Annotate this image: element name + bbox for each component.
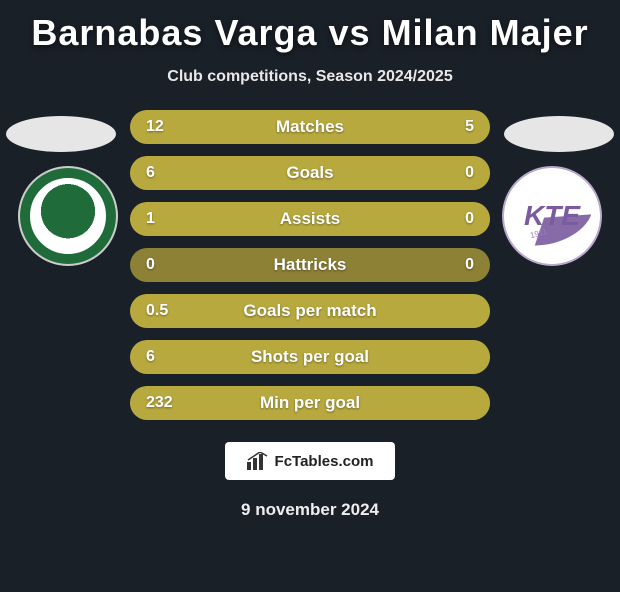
- stat-value-left: 6: [146, 348, 155, 366]
- stat-label: Matches: [130, 117, 490, 137]
- stat-row: Min per goal232: [130, 386, 490, 420]
- footer-brand: FcTables.com: [225, 442, 395, 480]
- stat-value-right: 0: [465, 210, 474, 228]
- stat-value-left: 232: [146, 394, 173, 412]
- footer-brand-text: FcTables.com: [275, 453, 374, 470]
- stat-row: Matches12 5: [130, 110, 490, 144]
- stat-label: Goals: [130, 163, 490, 183]
- stat-value-left: 6: [146, 164, 155, 182]
- stat-value-left: 12: [146, 118, 164, 136]
- page-title: Barnabas Varga vs Milan Majer: [0, 12, 620, 54]
- stat-value-right: 0: [465, 256, 474, 274]
- stat-label: Shots per goal: [130, 347, 490, 367]
- player-silhouette-right: [504, 116, 614, 152]
- stat-value-right: 5: [465, 118, 474, 136]
- stat-row: Shots per goal6: [130, 340, 490, 374]
- stat-value-right: 0: [465, 164, 474, 182]
- date-text: 9 november 2024: [0, 500, 620, 520]
- comparison-panel: BPEST.IX.K 1899 KTE 1911 Matches12 5 Goals…: [0, 110, 620, 420]
- stat-row: Goals6 0: [130, 156, 490, 190]
- stat-row: Assists1 0: [130, 202, 490, 236]
- stat-row: Hattricks0 0: [130, 248, 490, 282]
- stat-value-left: 0.5: [146, 302, 168, 320]
- stat-label: Assists: [130, 209, 490, 229]
- chart-icon: [247, 452, 269, 470]
- club-badge-right-icon: KTE 1911: [502, 166, 602, 266]
- stat-label: Min per goal: [130, 393, 490, 413]
- badge-left-year: 1899: [46, 218, 90, 227]
- stat-label: Goals per match: [130, 301, 490, 321]
- player-silhouette-left: [6, 116, 116, 152]
- stat-bars: Matches125Goals60Assists10Hattricks00Goa…: [130, 110, 490, 420]
- club-badge-left-icon: BPEST.IX.K 1899: [18, 166, 118, 266]
- stat-row: Goals per match0.5: [130, 294, 490, 328]
- stat-value-left: 0: [146, 256, 155, 274]
- stat-value-left: 1: [146, 210, 155, 228]
- subtitle: Club competitions, Season 2024/2025: [0, 68, 620, 86]
- stat-label: Hattricks: [130, 255, 490, 275]
